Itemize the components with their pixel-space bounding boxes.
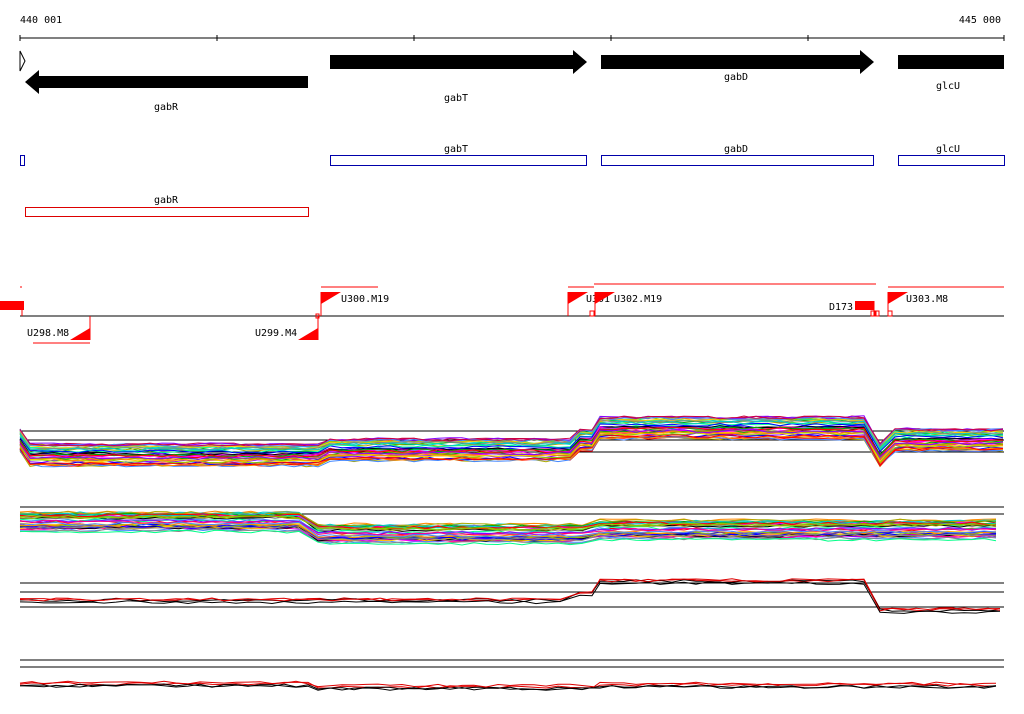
expression-profile-line	[19, 415, 1004, 447]
expression-profile-line	[19, 429, 1004, 460]
gene-gabT-arrow[interactable]	[330, 50, 587, 74]
marker-U302-flag	[595, 292, 615, 304]
expression-track-1	[19, 415, 1004, 468]
expression-profile-line	[19, 683, 997, 691]
expression-profile-line	[19, 521, 997, 538]
ruler-start-label: 440 001	[20, 15, 62, 26]
marker-D173-tick	[870, 310, 876, 317]
marker-U300-label: U300.M19	[341, 294, 389, 305]
blue-feature-gabD-label: gabD	[724, 144, 748, 155]
gene-gabT-label: gabT	[444, 93, 468, 104]
gene-gabR[interactable]: gabR	[25, 70, 308, 113]
marker-U303[interactable]: U303.M8	[887, 286, 1004, 317]
marker-D173-block	[855, 301, 874, 310]
marker-U299-tick	[315, 313, 320, 319]
blue-feature-track: gabT gabD glcU	[20, 144, 1005, 166]
marker-U302[interactable]: U302.M19	[594, 283, 876, 316]
blue-feature-box[interactable]	[20, 155, 25, 166]
coordinate-ruler: 440 001 445 000	[19, 15, 1005, 41]
red-feature-gabR-box[interactable]	[25, 207, 309, 217]
marker-D173-label: D173	[829, 302, 853, 313]
expression-profile-line	[19, 427, 1004, 458]
left-edge-marker[interactable]	[0, 301, 24, 310]
expression-profile-line	[19, 578, 1001, 612]
blue-feature-gabT-box[interactable]	[330, 155, 587, 166]
blue-feature-gabD-box[interactable]	[601, 155, 874, 166]
marker-U303-tick	[887, 310, 893, 317]
marker-U303-flag	[888, 292, 908, 304]
gene-gabR-label: gabR	[154, 102, 179, 113]
marker-U301-tick	[589, 310, 595, 317]
expression-profile-line	[19, 419, 1004, 451]
expression-track-4	[19, 659, 1004, 691]
expression-track-3	[19, 578, 1004, 614]
partial-gene-arrow[interactable]	[19, 50, 26, 72]
expression-profile-line	[19, 426, 1004, 458]
red-feature-gabR-label: gabR	[154, 195, 179, 206]
blue-feature-gabT-label: gabT	[444, 144, 468, 155]
gene-gabR-arrow[interactable]	[25, 70, 308, 94]
marker-U299[interactable]: U299.M4	[255, 313, 320, 340]
gene-glcU-arrow[interactable]	[898, 55, 1004, 69]
gene-gabT[interactable]: gabT	[330, 50, 587, 104]
expression-profile-line	[19, 683, 997, 691]
expression-profile-line	[19, 525, 997, 542]
expression-profile-line	[19, 434, 1004, 466]
expression-profile-line	[19, 420, 1004, 452]
expression-track-2	[19, 506, 1004, 546]
expression-profile-line	[19, 529, 997, 546]
gene-gabD-arrow[interactable]	[601, 50, 874, 74]
ruler-end-label: 445 000	[959, 15, 1001, 26]
expression-profile-line	[19, 511, 997, 528]
marker-U299-label: U299.M4	[255, 328, 297, 339]
marker-U298[interactable]: U298.M8	[27, 316, 91, 344]
gene-track: gabR gabT gabD glcU	[19, 50, 1004, 113]
marker-U300[interactable]: U300.M19	[320, 286, 389, 316]
gene-glcU[interactable]: glcU	[898, 55, 1004, 92]
marker-U303-label: U303.M8	[906, 294, 948, 305]
red-feature-track: gabR	[25, 195, 309, 217]
marker-D173[interactable]: D173	[829, 301, 880, 317]
blue-feature-glcU-label: glcU	[936, 144, 960, 155]
expression-profile-line	[19, 522, 997, 539]
marker-U298-flag	[70, 328, 90, 340]
marker-U298-label: U298.M8	[27, 328, 69, 339]
blue-feature-glcU-box[interactable]	[898, 155, 1005, 166]
marker-U302-label: U302.M19	[614, 294, 662, 305]
marker-U301[interactable]: U301	[567, 286, 610, 317]
expression-profile-line	[19, 436, 1004, 468]
expression-profile-line	[19, 422, 1004, 454]
gene-gabD-label: gabD	[724, 72, 748, 83]
marker-U300-flag	[321, 292, 341, 304]
expression-profile-line	[19, 680, 997, 688]
marker-U301-flag	[568, 292, 588, 304]
expression-profile-line	[19, 581, 1001, 614]
transcript-track: U298.M8 U299.M4 U300.M19 U301 U302.M19	[0, 283, 1004, 344]
expression-profile-line	[19, 514, 997, 531]
gene-gabD[interactable]: gabD	[601, 50, 874, 83]
marker-D173-tick	[875, 310, 880, 317]
expression-profile-line	[19, 415, 1004, 447]
marker-U299-flag	[298, 328, 318, 340]
gene-glcU-label: glcU	[936, 81, 960, 92]
expression-profile-line	[20, 510, 997, 527]
